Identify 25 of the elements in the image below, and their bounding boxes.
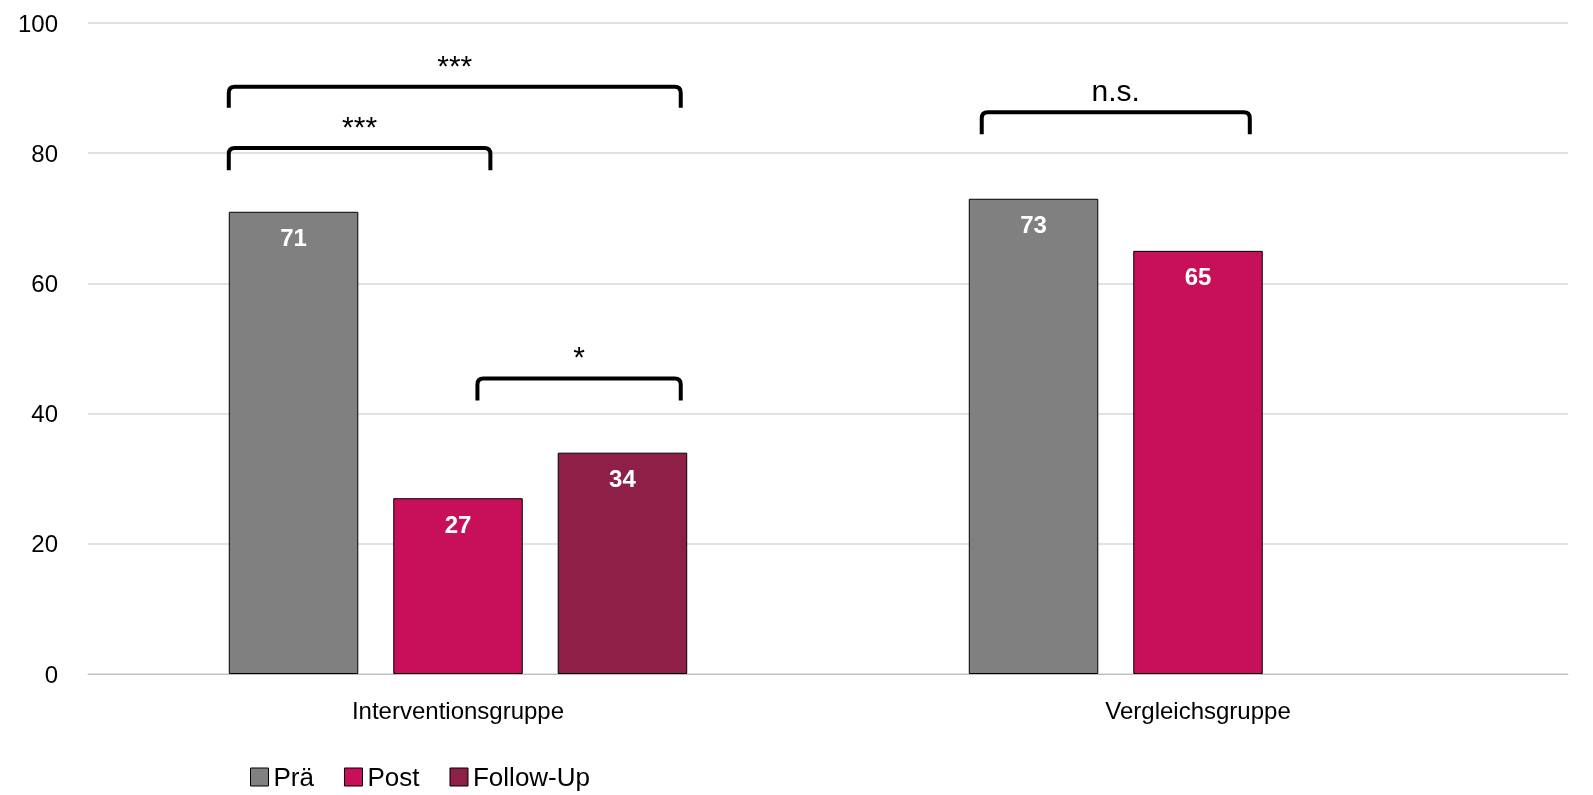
legend-label: Follow-Up	[472, 762, 591, 792]
data-label: 34	[609, 465, 637, 493]
annotation: ***	[437, 48, 473, 83]
x-tick-label: Interventionsgruppe	[351, 696, 565, 724]
bar	[557, 452, 688, 674]
annotation: n.s.	[1091, 74, 1140, 109]
bar	[1133, 250, 1263, 674]
data-label: 65	[1184, 263, 1212, 291]
y-tick-label: 100	[17, 9, 58, 37]
annotation: ***	[342, 109, 378, 144]
x-tick-label: Vergleichsgruppe	[1105, 696, 1291, 724]
bar	[393, 498, 523, 674]
bar	[228, 211, 359, 674]
y-tick-label: 0	[44, 660, 58, 688]
data-label: 27	[444, 510, 472, 538]
annotation: *	[573, 340, 585, 375]
y-tick-label: 40	[31, 400, 58, 428]
y-tick-label: 60	[31, 269, 58, 297]
y-tick-label: 80	[31, 139, 58, 167]
y-tick-label: 20	[31, 530, 58, 558]
legend-label: Prä	[273, 762, 315, 792]
data-label: 71	[280, 224, 307, 252]
bar	[968, 198, 1099, 674]
legend-label: Post	[367, 762, 421, 792]
data-label: 73	[1020, 211, 1047, 239]
